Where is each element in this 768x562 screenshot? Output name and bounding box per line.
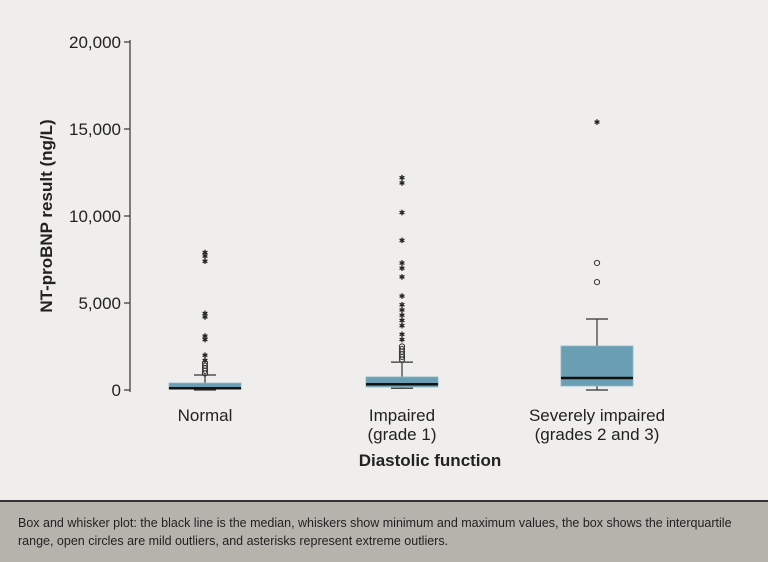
extreme-outlier	[594, 119, 600, 125]
y-tick-label: 20,000	[69, 33, 121, 52]
x-tick-label: Impaired	[369, 406, 435, 425]
x-tick-label: (grade 1)	[368, 425, 437, 444]
extreme-outlier	[399, 317, 405, 324]
extreme-outlier	[202, 310, 208, 317]
extreme-outlier	[202, 258, 208, 265]
mild-outlier	[593, 259, 601, 267]
extreme-outlier	[202, 352, 208, 358]
extreme-outlier	[399, 301, 405, 308]
extreme-outlier	[399, 293, 405, 299]
y-tick-label: 10,000	[69, 207, 121, 226]
x-axis-title: Diastolic function	[359, 451, 502, 470]
extreme-outlier	[399, 180, 405, 186]
box-plot: 0 5,000 10,000 15,000 20,000 NT-proBNP result…	[37, 33, 665, 470]
extreme-outlier	[399, 237, 405, 244]
extreme-outlier	[202, 357, 208, 364]
x-tick-label: Normal	[178, 406, 233, 425]
extreme-outlier	[399, 260, 405, 266]
x-tick-label: (grades 2 and 3)	[535, 425, 660, 444]
extreme-outlier	[399, 209, 405, 216]
extreme-outlier	[399, 307, 405, 313]
extreme-outlier	[399, 322, 405, 329]
y-tick-label: 15,000	[69, 120, 121, 139]
extreme-outlier	[399, 265, 405, 271]
y-axis-title: NT-proBNP result (ng/L)	[37, 119, 56, 312]
y-tick-label: 5,000	[78, 294, 121, 313]
mild-outlier	[398, 343, 406, 350]
extreme-outlier	[399, 274, 405, 280]
iqr-box	[365, 376, 439, 388]
mild-outlier	[398, 346, 406, 353]
mild-outlier	[593, 279, 601, 286]
figure-caption: Box and whisker plot: the black line is …	[0, 500, 768, 562]
extreme-outlier	[399, 331, 405, 338]
extreme-outlier	[202, 333, 208, 339]
iqr-box	[560, 345, 634, 387]
y-tick-label: 0	[112, 381, 121, 400]
extreme-outlier	[399, 336, 405, 343]
extreme-outlier	[399, 174, 405, 181]
extreme-outlier	[202, 249, 208, 256]
x-tick-label: Severely impaired	[529, 406, 665, 425]
extreme-outlier	[399, 312, 405, 318]
